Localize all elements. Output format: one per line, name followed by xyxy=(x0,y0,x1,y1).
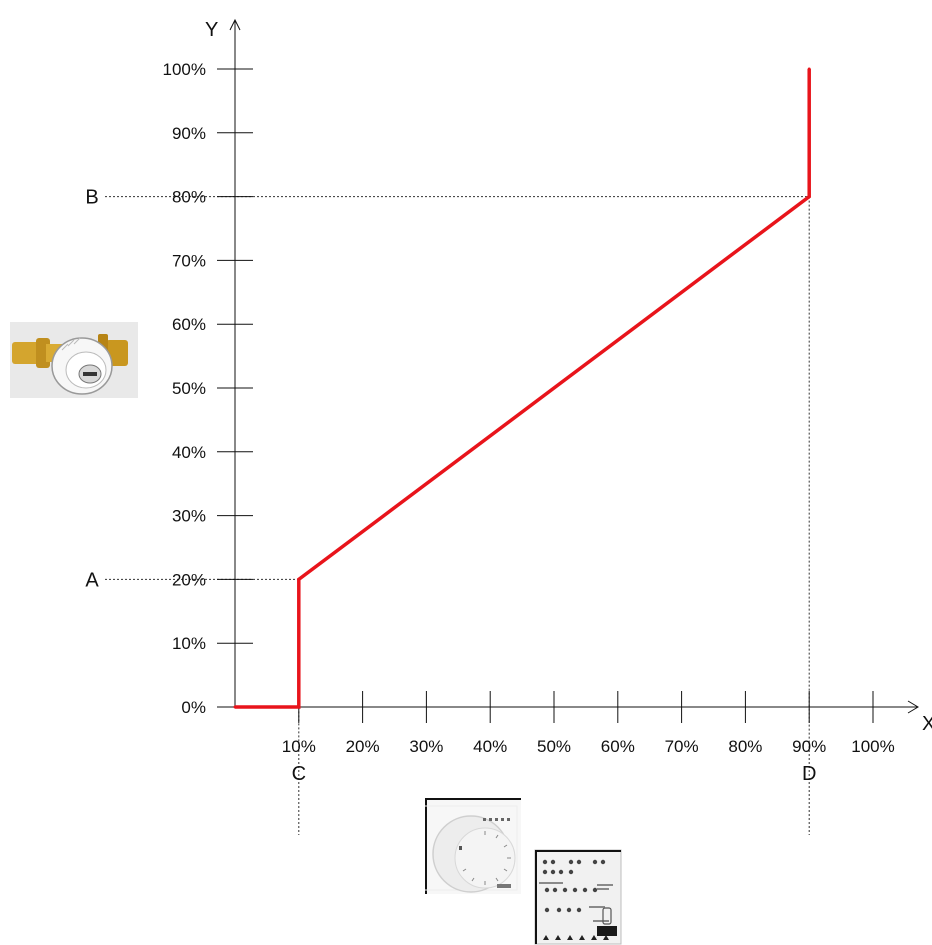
x-tick-label: 50% xyxy=(537,737,571,756)
x-tick-label: 20% xyxy=(346,737,380,756)
radiator-valve-icon xyxy=(10,322,138,398)
x-tick-label: 10% xyxy=(282,737,316,756)
y-tick-label: 90% xyxy=(172,124,206,143)
x-tick-label: 60% xyxy=(601,737,635,756)
x-tick-label: 100% xyxy=(851,737,894,756)
y-tick-label: 10% xyxy=(172,634,206,653)
y-tick-label: 40% xyxy=(172,443,206,462)
ticks: 0% 10% 20% 30% 40% 50% 60% 70% 80% 90% 100% 10% 20% 3… xyxy=(163,60,895,756)
x-tick-label: 80% xyxy=(728,737,762,756)
x-tick-label: 30% xyxy=(409,737,443,756)
y-axis-label: Y xyxy=(205,19,218,41)
series-point xyxy=(233,705,237,709)
x-axis-label: X xyxy=(922,713,932,735)
heating-actuator-icon xyxy=(534,849,622,945)
y-tick-label: 30% xyxy=(172,507,206,526)
reference-label-a: A xyxy=(85,569,99,591)
x-tick-label: 40% xyxy=(473,737,507,756)
series-point xyxy=(807,67,811,71)
axes: XY xyxy=(205,18,932,735)
y-axis-arrow xyxy=(229,18,241,31)
y-tick-label: 50% xyxy=(172,379,206,398)
y-tick-label: 70% xyxy=(172,251,206,270)
y-tick-label: 80% xyxy=(172,188,206,207)
y-tick-label: 20% xyxy=(172,570,206,589)
series-point xyxy=(807,195,811,199)
y-tick-label: 0% xyxy=(181,698,206,717)
x-tick-label: 90% xyxy=(792,737,826,756)
series-line-0 xyxy=(235,69,811,709)
y-tick-label: 100% xyxy=(163,60,206,79)
series xyxy=(233,67,811,709)
series-point xyxy=(297,705,301,709)
x-tick-label: 70% xyxy=(665,737,699,756)
reference-label-c: C xyxy=(292,763,306,785)
reference-label-b: B xyxy=(85,187,98,209)
reference-label-d: D xyxy=(802,763,816,785)
room-thermostat-icon xyxy=(425,798,521,894)
series-point xyxy=(297,577,301,581)
x-axis-arrow xyxy=(907,700,919,714)
y-tick-label: 60% xyxy=(172,315,206,334)
